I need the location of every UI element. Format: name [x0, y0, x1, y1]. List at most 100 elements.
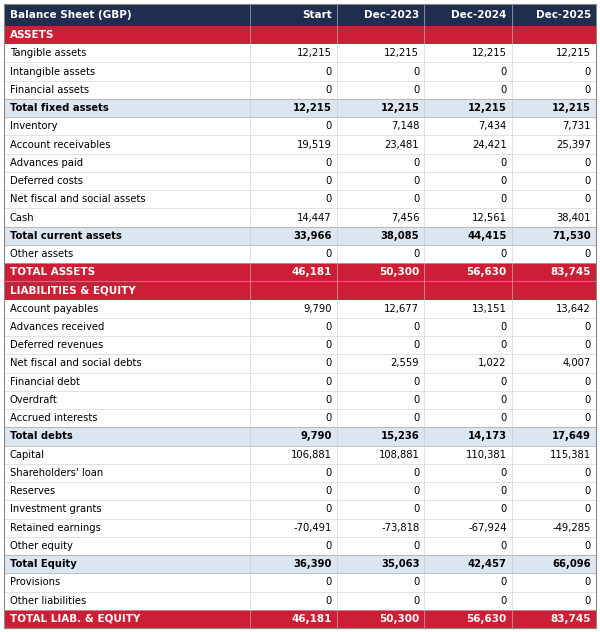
Bar — [424, 154, 512, 172]
Bar — [4, 209, 250, 227]
Text: 0: 0 — [585, 85, 591, 95]
Text: Shareholders' loan: Shareholders' loan — [10, 468, 103, 478]
Text: -67,924: -67,924 — [468, 523, 506, 533]
Text: 12,561: 12,561 — [472, 212, 506, 222]
Bar — [4, 135, 250, 154]
Bar — [424, 518, 512, 537]
Text: 0: 0 — [326, 176, 332, 186]
Bar — [424, 409, 512, 427]
Text: 46,181: 46,181 — [292, 614, 332, 624]
Bar — [4, 409, 250, 427]
Text: Capital: Capital — [10, 450, 45, 459]
Text: Dec-2024: Dec-2024 — [451, 10, 506, 20]
Bar — [337, 117, 424, 135]
Text: 0: 0 — [500, 194, 506, 204]
Bar — [250, 99, 337, 117]
Bar — [424, 4, 512, 26]
Bar — [4, 263, 250, 281]
Bar — [512, 573, 596, 592]
Text: 0: 0 — [326, 578, 332, 587]
Bar — [250, 44, 337, 63]
Text: Total fixed assets: Total fixed assets — [10, 103, 109, 113]
Bar — [424, 81, 512, 99]
Bar — [424, 300, 512, 318]
Text: Advances received: Advances received — [10, 322, 104, 332]
Bar — [424, 227, 512, 245]
Text: LIABILITIES & EQUITY: LIABILITIES & EQUITY — [10, 286, 136, 296]
Bar — [4, 281, 250, 300]
Text: Net fiscal and social assets: Net fiscal and social assets — [10, 194, 146, 204]
Bar — [512, 518, 596, 537]
Bar — [250, 537, 337, 555]
Text: 0: 0 — [326, 340, 332, 350]
Bar — [512, 63, 596, 81]
Text: 0: 0 — [326, 121, 332, 131]
Bar — [337, 555, 424, 573]
Text: 0: 0 — [585, 486, 591, 496]
Text: 0: 0 — [413, 486, 419, 496]
Text: 0: 0 — [413, 66, 419, 76]
Bar — [424, 592, 512, 610]
Bar — [250, 518, 337, 537]
Bar — [337, 263, 424, 281]
Text: 106,881: 106,881 — [291, 450, 332, 459]
Text: 0: 0 — [585, 176, 591, 186]
Text: 0: 0 — [413, 395, 419, 405]
Text: 13,642: 13,642 — [556, 304, 591, 313]
Bar — [4, 464, 250, 482]
Text: 19,519: 19,519 — [297, 140, 332, 150]
Bar — [512, 4, 596, 26]
Bar — [250, 555, 337, 573]
Bar — [250, 227, 337, 245]
Text: 0: 0 — [585, 249, 591, 259]
Text: 1,022: 1,022 — [478, 358, 506, 368]
Text: 56,630: 56,630 — [466, 614, 506, 624]
Bar — [337, 281, 424, 300]
Text: 108,881: 108,881 — [379, 450, 419, 459]
Bar — [512, 355, 596, 373]
Bar — [4, 537, 250, 555]
Bar — [250, 391, 337, 409]
Bar — [424, 117, 512, 135]
Text: Account payables: Account payables — [10, 304, 98, 313]
Text: 25,397: 25,397 — [556, 140, 591, 150]
Bar — [250, 446, 337, 464]
Text: Overdraft: Overdraft — [10, 395, 58, 405]
Text: Net fiscal and social debts: Net fiscal and social debts — [10, 358, 142, 368]
Text: 38,085: 38,085 — [380, 231, 419, 241]
Text: 0: 0 — [326, 158, 332, 168]
Bar — [4, 427, 250, 446]
Text: 0: 0 — [326, 85, 332, 95]
Bar — [250, 409, 337, 427]
Text: 0: 0 — [326, 541, 332, 551]
Bar — [512, 263, 596, 281]
Text: Start: Start — [302, 10, 332, 20]
Text: 7,456: 7,456 — [391, 212, 419, 222]
Text: Advances paid: Advances paid — [10, 158, 83, 168]
Bar — [512, 227, 596, 245]
Text: Financial debt: Financial debt — [10, 377, 80, 387]
Bar — [250, 318, 337, 336]
Text: Total current assets: Total current assets — [10, 231, 122, 241]
Text: 0: 0 — [585, 504, 591, 514]
Bar — [337, 209, 424, 227]
Bar — [424, 336, 512, 355]
Bar — [424, 245, 512, 263]
Bar — [512, 373, 596, 391]
Bar — [424, 573, 512, 592]
Bar — [337, 373, 424, 391]
Bar — [337, 190, 424, 209]
Text: 23,481: 23,481 — [385, 140, 419, 150]
Text: 0: 0 — [326, 504, 332, 514]
Bar — [250, 610, 337, 628]
Text: 0: 0 — [326, 322, 332, 332]
Bar — [4, 482, 250, 501]
Bar — [337, 227, 424, 245]
Text: 0: 0 — [585, 340, 591, 350]
Text: 0: 0 — [585, 194, 591, 204]
Text: Dec-2025: Dec-2025 — [536, 10, 591, 20]
Bar — [424, 99, 512, 117]
Text: 0: 0 — [585, 395, 591, 405]
Bar — [250, 245, 337, 263]
Bar — [512, 482, 596, 501]
